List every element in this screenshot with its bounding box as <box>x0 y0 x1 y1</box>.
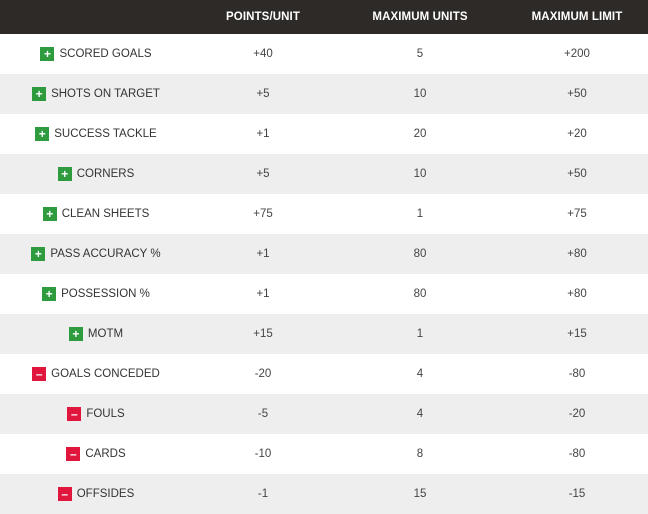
plus-icon: + <box>42 287 57 301</box>
table-row: + POSSESSION % +1 80 +80 <box>0 274 648 314</box>
maximum-limit-cell: +75 <box>567 208 587 220</box>
stat-cell: + SCORED GOALS <box>0 34 192 74</box>
maximum-limit-cell: -80 <box>568 368 586 380</box>
points-per-unit-cell: +15 <box>253 328 273 340</box>
maximum-limit-cell: -80 <box>568 448 586 460</box>
stat-cell: + PASS ACCURACY % <box>0 234 192 274</box>
maximum-units-cell: 8 <box>416 448 424 460</box>
points-per-unit-cell: -1 <box>257 488 269 500</box>
stat-label: SUCCESS TACKLE <box>54 128 157 140</box>
maximum-limit-cell: +80 <box>567 288 587 300</box>
stat-label: SHOTS ON TARGET <box>51 88 160 100</box>
maximum-limit-cell: -15 <box>568 488 586 500</box>
table-row: – CARDS -10 8 -80 <box>0 434 648 474</box>
stat-label: CLEAN SHEETS <box>61 208 150 220</box>
maximum-limit-cell: +20 <box>567 128 587 140</box>
maximum-units-cell: 10 <box>413 168 427 180</box>
stat-label: CORNERS <box>76 168 135 180</box>
table-row: + CLEAN SHEETS +75 1 +75 <box>0 194 648 234</box>
points-per-unit-cell: -5 <box>257 408 269 420</box>
stat-cell: – FOULS <box>0 394 192 434</box>
stat-cell: + POSSESSION % <box>0 274 192 314</box>
plus-icon: + <box>42 207 57 221</box>
plus-icon: + <box>35 127 50 141</box>
maximum-units-cell: 80 <box>413 248 427 260</box>
minus-icon: – <box>57 487 72 501</box>
table-row: + SCORED GOALS +40 5 +200 <box>0 34 648 74</box>
maximum-units-cell: 5 <box>416 48 424 60</box>
stat-label: PASS ACCURACY % <box>50 248 161 260</box>
stat-label: POSSESSION % <box>61 288 150 300</box>
minus-icon: – <box>66 447 81 461</box>
stat-label: MOTM <box>87 328 124 340</box>
maximum-units-cell: 80 <box>413 288 427 300</box>
stat-cell: + SUCCESS TACKLE <box>0 114 192 154</box>
maximum-units-cell: 1 <box>416 328 424 340</box>
maximum-limit-cell: +200 <box>564 48 590 60</box>
minus-icon: – <box>67 407 82 421</box>
plus-icon: + <box>32 87 47 101</box>
plus-icon: + <box>40 47 55 61</box>
stat-cell: + MOTM <box>0 314 192 354</box>
stat-label: CARDS <box>85 448 126 460</box>
minus-icon: – <box>32 367 47 381</box>
stat-label: SCORED GOALS <box>59 48 152 60</box>
points-per-unit-cell: +5 <box>256 88 270 100</box>
points-per-unit-cell: +1 <box>256 128 270 140</box>
table-header: POINTS/UNIT MAXIMUM UNITS MAXIMUM LIMIT <box>0 0 648 34</box>
table-body: + SCORED GOALS +40 5 +200 + SHOTS ON TARGET +5 1… <box>0 34 648 514</box>
points-per-unit-cell: +40 <box>253 48 273 60</box>
maximum-units-cell: 10 <box>413 88 427 100</box>
maximum-limit-cell: +80 <box>567 248 587 260</box>
table-row: + SUCCESS TACKLE +1 20 +20 <box>0 114 648 154</box>
points-per-unit-cell: +1 <box>256 248 270 260</box>
table-row: – GOALS CONCEDED -20 4 -80 <box>0 354 648 394</box>
header-points-per-unit: POINTS/UNIT <box>226 11 300 23</box>
maximum-units-cell: 4 <box>416 368 424 380</box>
maximum-units-cell: 15 <box>413 488 427 500</box>
stat-cell: – CARDS <box>0 434 192 474</box>
points-per-unit-cell: +5 <box>256 168 270 180</box>
table-row: + MOTM +15 1 +15 <box>0 314 648 354</box>
stat-cell: + SHOTS ON TARGET <box>0 74 192 114</box>
maximum-limit-cell: +50 <box>567 168 587 180</box>
table-row: – OFFSIDES -1 15 -15 <box>0 474 648 514</box>
stat-label: FOULS <box>86 408 125 420</box>
maximum-limit-cell: +50 <box>567 88 587 100</box>
points-per-unit-cell: -20 <box>254 368 272 380</box>
maximum-limit-cell: -20 <box>568 408 586 420</box>
plus-icon: + <box>31 247 46 261</box>
stat-cell: – OFFSIDES <box>0 474 192 514</box>
header-maximum-units: MAXIMUM UNITS <box>372 11 468 23</box>
points-per-unit-cell: +75 <box>253 208 273 220</box>
plus-icon: + <box>68 327 83 341</box>
table-row: + SHOTS ON TARGET +5 10 +50 <box>0 74 648 114</box>
points-per-unit-cell: -10 <box>254 448 272 460</box>
maximum-units-cell: 20 <box>413 128 427 140</box>
table-row: + PASS ACCURACY % +1 80 +80 <box>0 234 648 274</box>
header-maximum-limit: MAXIMUM LIMIT <box>531 11 623 23</box>
stat-cell: – GOALS CONCEDED <box>0 354 192 394</box>
maximum-units-cell: 1 <box>416 208 424 220</box>
stat-label: OFFSIDES <box>76 488 135 500</box>
table-row: – FOULS -5 4 -20 <box>0 394 648 434</box>
maximum-units-cell: 4 <box>416 408 424 420</box>
table-row: + CORNERS +5 10 +50 <box>0 154 648 194</box>
stat-label: GOALS CONCEDED <box>51 368 160 380</box>
maximum-limit-cell: +15 <box>567 328 587 340</box>
stat-cell: + CORNERS <box>0 154 192 194</box>
header-stat <box>0 0 192 34</box>
plus-icon: + <box>57 167 72 181</box>
stat-cell: + CLEAN SHEETS <box>0 194 192 234</box>
points-per-unit-cell: +1 <box>256 288 270 300</box>
